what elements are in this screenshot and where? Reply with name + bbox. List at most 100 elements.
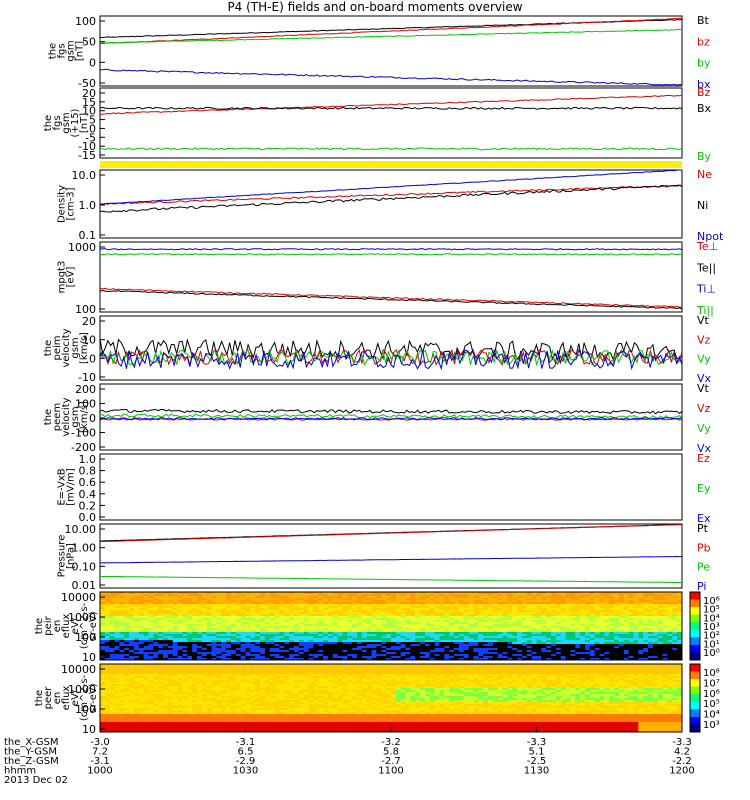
spectrogram-cell: [614, 620, 620, 623]
spectrogram-cell: [594, 616, 600, 619]
spectrogram-cell: [216, 622, 222, 625]
spectrogram-cell: [119, 602, 125, 605]
spectrogram-cell: [454, 648, 460, 651]
spectrogram-cell: [332, 628, 339, 631]
spectrogram-cell: [371, 600, 377, 603]
spectrogram-cell: [197, 604, 203, 607]
spectrogram-cell: [376, 596, 382, 599]
spectrogram-cell: [318, 642, 324, 645]
spectrogram-cell: [507, 646, 513, 649]
spectrogram-cell: [657, 592, 663, 595]
spectrogram-cell: [138, 650, 145, 653]
spectrogram-cell: [662, 620, 668, 623]
spectrogram-cell: [187, 650, 193, 653]
legend-label: Vt: [697, 382, 710, 395]
spectrogram-cell: [138, 630, 145, 633]
spectrogram-cell: [114, 644, 120, 647]
spectrogram-cell: [332, 634, 339, 637]
spectrogram-cell: [347, 618, 353, 621]
spectrogram-cell: [599, 638, 605, 641]
spectrogram-cell: [109, 638, 115, 641]
spectrogram-cell: [376, 640, 382, 643]
spectrogram-cell: [381, 634, 387, 637]
spectrogram-cell: [395, 602, 402, 605]
spectrogram-cell: [517, 646, 523, 649]
spectrogram-cell: [260, 594, 266, 597]
spectrogram-cell: [100, 650, 106, 653]
spectrogram-cell: [565, 630, 571, 633]
spectrogram-cell: [240, 636, 246, 639]
spectrogram-cell: [109, 612, 115, 615]
spectrogram-cell: [391, 606, 397, 609]
spectrogram-cell: [473, 598, 479, 601]
spectrogram-cell: [677, 650, 683, 653]
spectrogram-cell: [657, 650, 663, 653]
spectrogram-cell: [133, 612, 140, 615]
spectrogram-cell: [589, 606, 596, 609]
spectrogram-cell: [488, 624, 494, 627]
spectrogram-cell: [313, 658, 319, 661]
spectrogram-cell: [400, 604, 406, 607]
spectrogram-cell: [119, 648, 125, 651]
spectrogram-cell: [623, 636, 630, 639]
spectrogram-cell: [657, 606, 663, 609]
spectrogram-cell: [177, 596, 183, 599]
spectrogram-cell: [318, 608, 324, 611]
spectrogram-cell: [444, 598, 450, 601]
spectrogram-cell: [274, 644, 280, 647]
spectrogram-cell: [526, 598, 533, 601]
spectrogram-cell: [502, 620, 508, 623]
spectrogram-cell: [512, 654, 518, 657]
spectrogram-cell: [357, 620, 363, 623]
spectrogram-cell: [114, 602, 120, 605]
spectrogram-cell: [560, 616, 566, 619]
spectrogram-cell: [357, 656, 363, 659]
spectrogram-cell: [269, 628, 275, 631]
spectrogram-cell: [609, 636, 615, 639]
spectrogram-cell: [492, 652, 499, 655]
spectrogram-cell: [546, 644, 552, 647]
spectrogram-cell: [294, 636, 300, 639]
spectrogram-cell: [541, 654, 547, 657]
spectrogram-cell: [565, 642, 571, 645]
spectrogram-cell: [269, 648, 275, 651]
spectrogram-cell: [492, 614, 499, 617]
spectrogram-cell: [129, 722, 135, 725]
spectrogram-cell: [167, 716, 174, 719]
spectrogram-cell: [614, 648, 620, 651]
spectrogram-cell: [274, 614, 280, 617]
spectrogram-cell: [143, 614, 149, 617]
spectrogram-cell: [468, 622, 474, 625]
spectrogram-cell: [172, 608, 178, 611]
spectrogram-cell: [206, 634, 212, 637]
spectrogram-cell: [386, 634, 392, 637]
spectrogram-cell: [187, 666, 193, 669]
spectrogram-cell: [420, 608, 426, 611]
spectrogram-cell: [274, 634, 280, 637]
spectrogram-cell: [546, 656, 552, 659]
spectrogram-cell: [143, 594, 149, 597]
spectrogram-cell: [114, 672, 120, 675]
spectrogram-cell: [177, 710, 183, 713]
spectrogram-cell: [119, 680, 125, 683]
spectrogram-cell: [560, 608, 566, 611]
spectrogram-cell: [177, 636, 183, 639]
spectrogram-cell: [230, 624, 237, 627]
spectrogram-cell: [153, 642, 159, 645]
spectrogram-cell: [133, 700, 140, 703]
spectrogram-cell: [119, 722, 125, 725]
spectrogram-cell: [129, 686, 135, 689]
spectrogram-cell: [585, 612, 591, 615]
spectrogram-cell: [133, 650, 140, 653]
spectrogram-cell: [502, 630, 508, 633]
spectrogram-cell: [575, 646, 581, 649]
spectrogram-cell: [211, 644, 217, 647]
spectrogram-cell: [158, 632, 164, 635]
spectrogram-cell: [400, 620, 406, 623]
spectrogram-cell: [109, 672, 115, 675]
spectrogram-cell: [555, 656, 562, 659]
spectrogram-cell: [167, 688, 174, 691]
spectrogram-cell: [551, 632, 557, 635]
spectrogram-cell: [536, 604, 542, 607]
spectrogram-cell: [250, 614, 256, 617]
